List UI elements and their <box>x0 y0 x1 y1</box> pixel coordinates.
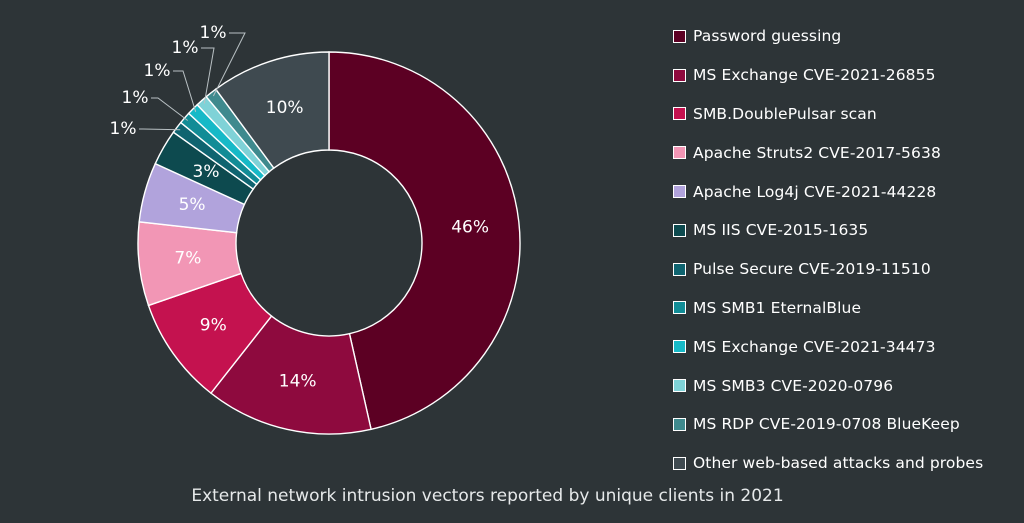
legend-item-ms-iis: MS IIS CVE-2015-1635 <box>673 211 983 250</box>
legend-label: MS Exchange CVE-2021-26855 <box>693 66 936 85</box>
legend-swatch <box>673 262 686 276</box>
slice-label: 1% <box>144 61 171 81</box>
legend-item-ms-exchange-34473: MS Exchange CVE-2021-34473 <box>673 327 983 366</box>
leader-line <box>151 97 189 121</box>
legend-swatch <box>673 223 686 237</box>
leader-line <box>212 32 246 97</box>
legend-swatch <box>673 301 686 315</box>
legend-label: Password guessing <box>693 27 842 46</box>
donut-slice <box>214 51 330 170</box>
legend-swatch <box>673 29 686 43</box>
leader-line <box>201 47 215 104</box>
legend-swatch <box>673 107 686 121</box>
leader-line <box>139 128 181 131</box>
legend-swatch <box>673 146 686 160</box>
legend-item-pulse-secure: Pulse Secure CVE-2019-11510 <box>673 250 983 289</box>
slice-label: 1% <box>110 119 137 139</box>
leader-line <box>173 70 197 112</box>
slice-label: 5% <box>179 195 206 215</box>
legend-item-other-web: Other web-based attacks and probes <box>673 444 983 483</box>
slice-label: 7% <box>174 249 201 269</box>
legend-swatch <box>673 68 686 82</box>
legend-item-apache-struts2: Apache Struts2 CVE-2017-5638 <box>673 133 983 172</box>
slice-label: 3% <box>193 162 220 182</box>
legend-item-apache-log4j: Apache Log4j CVE-2021-44228 <box>673 172 983 211</box>
legend-label: MS IIS CVE-2015-1635 <box>693 221 869 240</box>
legend-item-ms-smb1: MS SMB1 EternalBlue <box>673 289 983 328</box>
legend-item-ms-smb3: MS SMB3 CVE-2020-0796 <box>673 366 983 405</box>
legend-label: MS SMB1 EternalBlue <box>693 298 862 317</box>
slice-label: 9% <box>200 315 227 335</box>
slice-label: 1% <box>172 38 199 58</box>
legend-swatch <box>673 379 686 393</box>
legend-item-password-guessing: Password guessing <box>673 17 983 56</box>
legend-swatch <box>673 417 686 431</box>
slice-label: 10% <box>266 98 304 118</box>
legend-label: Pulse Secure CVE-2019-11510 <box>693 260 931 279</box>
legend: Password guessing MS Exchange CVE-2021-2… <box>673 17 983 483</box>
legend-label: Other web-based attacks and probes <box>693 454 984 473</box>
legend-swatch <box>673 185 686 199</box>
slice-label: 46% <box>451 217 489 237</box>
slice-label: 1% <box>200 23 227 43</box>
chart-caption: External network intrusion vectors repor… <box>191 486 784 506</box>
legend-label: MS Exchange CVE-2021-34473 <box>693 337 936 356</box>
legend-item-smb-doublepulsar: SMB.DoublePulsar scan <box>673 95 983 134</box>
slice-label: 14% <box>279 372 317 392</box>
legend-label: Apache Struts2 CVE-2017-5638 <box>693 143 941 162</box>
legend-label: SMB.DoublePulsar scan <box>693 104 877 123</box>
donut-slice <box>328 51 521 431</box>
legend-swatch <box>673 340 686 354</box>
legend-label: MS RDP CVE-2019-0708 BlueKeep <box>693 415 960 434</box>
legend-item-ms-rdp: MS RDP CVE-2019-0708 BlueKeep <box>673 405 983 444</box>
legend-label: MS SMB3 CVE-2020-0796 <box>693 376 894 395</box>
donut-chart: 46%14%9%7%5%3%1%1%1%1%1%10% <box>110 23 521 435</box>
legend-label: Apache Log4j CVE-2021-44228 <box>693 182 937 201</box>
legend-item-ms-exchange-26855: MS Exchange CVE-2021-26855 <box>673 56 983 95</box>
slice-label: 1% <box>122 88 149 108</box>
legend-swatch <box>673 456 686 470</box>
